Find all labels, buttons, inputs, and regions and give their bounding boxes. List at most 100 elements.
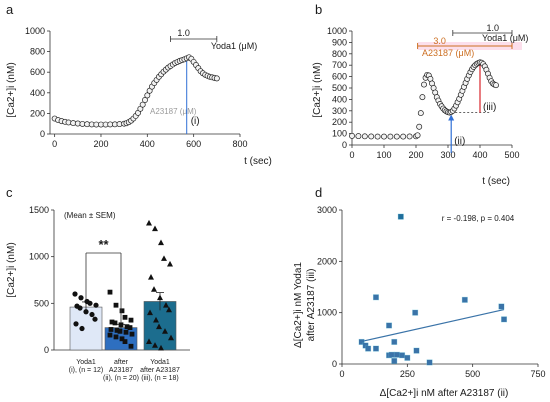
trace-point [419, 94, 426, 101]
y-tick-label: 600 [332, 72, 347, 82]
data-point [73, 321, 79, 327]
data-point [166, 306, 172, 313]
panel-d-stats: r = -0.198, p = 0.404 [442, 214, 515, 223]
panel-b-marker-ii: (ii) [454, 136, 465, 147]
data-point [114, 328, 120, 333]
data-point [122, 314, 128, 320]
scatter-point [359, 339, 365, 345]
y-tick-label: 2000 [317, 256, 337, 266]
data-point [112, 320, 118, 326]
panel-a-xlabel: t (sec) [244, 156, 272, 167]
data-point [107, 332, 113, 338]
scatter-point [399, 352, 405, 358]
x-tick-label: 800 [232, 139, 247, 149]
data-point [148, 274, 154, 280]
scatter-point [501, 316, 507, 322]
panel-c-significance: ** [85, 237, 122, 323]
panel-a-marker-i: (i) [191, 116, 200, 127]
x-tick-label: 750 [530, 369, 545, 379]
data-point [146, 338, 152, 344]
category-label: A23187 [109, 367, 133, 374]
trace-point [493, 82, 499, 89]
panel-c-note: (Mean ± SEM) [64, 211, 116, 220]
x-tick-label: 300 [440, 150, 455, 160]
y-tick-label: 700 [332, 60, 347, 70]
y-tick-label: 600 [30, 67, 45, 77]
data-point [77, 305, 83, 311]
panel-d-ticks: 0 1000 2000 3000 0 250 500 750 [317, 205, 546, 379]
data-point [129, 331, 135, 337]
panel-b-yoda1-value: 1.0 [487, 23, 500, 33]
panel-d-ylabel-top: Δ[Ca2+]i nM Yoda1 [293, 262, 304, 348]
trace-point [213, 75, 220, 82]
panel-a: a [Ca2+]i (nM) t (sec) 0 200 400 600 800 1000… [6, 2, 272, 167]
panel-b-marker-iii: (iii) [483, 102, 496, 113]
x-tick-label: 0 [52, 139, 57, 149]
category-label: after [114, 359, 129, 366]
y-tick-label: 400 [30, 88, 45, 98]
panel-b-xlabel: t (sec) [482, 176, 510, 187]
panel-c-points [72, 219, 174, 351]
trace-point [417, 110, 424, 117]
category-label: (i), (n = 12) [69, 367, 103, 374]
x-tick-label: 500 [465, 369, 480, 379]
y-tick-label: 200 [30, 108, 45, 118]
data-point [83, 309, 89, 315]
panel-b-annotations: 3.0 A23187 (μM) 1.0 Yoda1 (μM) (ii) (iii… [417, 23, 528, 153]
scatter-point [404, 355, 410, 361]
panel-a-trace [51, 54, 220, 128]
data-point [113, 334, 119, 340]
data-point [128, 317, 134, 323]
panel-a-bracket-label: Yoda1 (μM) [211, 41, 257, 51]
scatter-point [498, 303, 505, 310]
y-tick-label: 300 [332, 106, 347, 116]
y-tick-label: 1000 [327, 26, 347, 36]
y-tick-label: 1000 [29, 252, 49, 262]
scatter-point [362, 342, 369, 349]
data-point [158, 239, 164, 246]
data-point [123, 329, 129, 335]
data-point [127, 325, 133, 330]
panel-c: c [Ca2+]i (nM) (Mean ± SEM) 0 500 1000 1500… [6, 185, 190, 382]
category-label: after A23187 [140, 367, 180, 374]
y-tick-label: 1000 [25, 26, 45, 36]
x-tick-label: 250 [400, 369, 415, 379]
panel-a-ylabel: [Ca2+]i (nM) [6, 62, 17, 117]
trace-point [368, 133, 375, 140]
panel-b: b [Ca2+]i (nM) t (sec) 01002003004005006… [312, 2, 528, 187]
data-point [146, 219, 152, 226]
data-point [167, 260, 173, 267]
panel-b-trace [349, 59, 499, 140]
x-tick-label: 0 [339, 369, 344, 379]
scatter-point [398, 214, 404, 220]
category-label: Yoda1 [76, 359, 96, 366]
category-label: (iii), (n = 18) [141, 375, 179, 382]
data-point [89, 311, 95, 318]
panel-b-letter: b [315, 2, 322, 17]
data-point [128, 343, 134, 349]
data-point [93, 302, 99, 308]
panel-c-letter: c [6, 185, 13, 200]
data-point [168, 334, 174, 341]
data-point [124, 324, 130, 330]
trace-point [142, 97, 148, 103]
panel-a-ghost-label: A23187 (μM) [150, 107, 197, 116]
trace-point [421, 81, 427, 88]
data-point [108, 327, 114, 332]
y-tick-label: 500 [332, 83, 347, 93]
panel-d-fit-line [361, 309, 505, 342]
panel-b-ylabel: [Ca2+]i (nM) [312, 62, 323, 117]
data-point [163, 302, 169, 308]
panel-a-annotations: 1.0 Yoda1 (μM) A23187 (μM) (i) [150, 28, 257, 134]
panel-b-a23187-label: A23187 (μM) [422, 48, 474, 58]
data-point [156, 323, 162, 330]
scatter-point [373, 346, 379, 352]
panel-b-arrowhead [448, 114, 455, 121]
x-tick-label: 600 [186, 139, 201, 149]
y-tick-label: 1500 [29, 205, 49, 215]
scatter-point [413, 348, 420, 354]
x-tick-label: 100 [376, 150, 391, 160]
data-point [162, 328, 168, 334]
scatter-point [386, 322, 392, 329]
